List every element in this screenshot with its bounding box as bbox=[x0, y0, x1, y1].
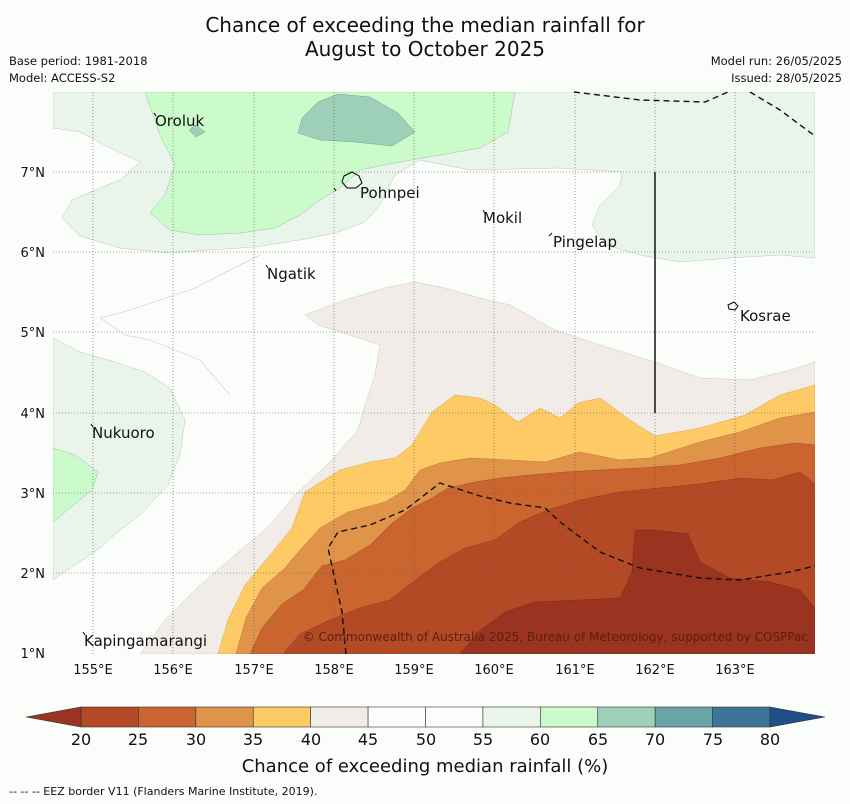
eez-footnote: -- -- -- EEZ border V11 (Flanders Marine… bbox=[9, 785, 318, 798]
colorbar-tick: 65 bbox=[588, 730, 608, 749]
title-line-1: Chance of exceeding the median rainfall … bbox=[205, 13, 645, 37]
lon-tick-label: 159°E bbox=[394, 663, 434, 678]
map-title: Chance of exceeding the median rainfall … bbox=[0, 13, 850, 61]
lon-tick-label: 161°E bbox=[555, 663, 595, 678]
eez-borders bbox=[327, 91, 816, 655]
contour-55-west bbox=[53, 337, 186, 581]
contour-60-west bbox=[53, 447, 99, 523]
colorbar-segment bbox=[310, 706, 369, 728]
colorbar-segment bbox=[482, 706, 541, 728]
colorbar-segment bbox=[712, 706, 771, 728]
islands bbox=[82, 112, 739, 636]
colorbar-tick: 60 bbox=[530, 730, 550, 749]
colorbar-tick: 50 bbox=[416, 730, 436, 749]
colorbar-segment bbox=[138, 706, 197, 728]
contour-line-50 bbox=[99, 254, 261, 396]
lon-tick-label: 163°E bbox=[715, 663, 755, 678]
colorbar-tick: 25 bbox=[128, 730, 148, 749]
contour-65-small bbox=[188, 124, 206, 138]
label-ngatik: Ngatik bbox=[267, 265, 316, 283]
label-kapingamarangi: Kapingamarangi bbox=[84, 632, 207, 650]
label-kosrae: Kosrae bbox=[740, 307, 791, 325]
model-run: Model run: 26/05/2025 bbox=[710, 54, 842, 68]
colorbar-label: Chance of exceeding median rainfall (%) bbox=[242, 756, 609, 777]
colorbar-tick: 40 bbox=[301, 730, 321, 749]
lat-tick-label: 2°N bbox=[21, 567, 46, 582]
graticule bbox=[53, 92, 815, 654]
colorbar-segment bbox=[80, 706, 139, 728]
lon-tick-label: 162°E bbox=[635, 663, 675, 678]
colorbar-tick: 70 bbox=[645, 730, 665, 749]
lat-tick-label: 4°N bbox=[21, 407, 46, 422]
copyright-credit: © Commonwealth of Australia 2025, Bureau… bbox=[303, 630, 808, 644]
colorbar-ticks: 20 25 30 35 40 45 50 55 60 65 70 75 80 bbox=[71, 730, 780, 749]
colorbar-segment bbox=[252, 706, 311, 728]
label-nukuoro: Nukuoro bbox=[92, 424, 155, 442]
map-area bbox=[53, 92, 815, 654]
meta-left: Base period: 1981-2018 Model: ACCESS-S2 bbox=[9, 53, 148, 87]
colorbar-segment bbox=[540, 706, 599, 728]
pohnpei-island bbox=[341, 171, 363, 189]
lon-tick-label: 155°E bbox=[73, 663, 113, 678]
lat-tick-label: 6°N bbox=[21, 246, 46, 261]
colorbar-segment bbox=[654, 706, 713, 728]
contour-65 bbox=[297, 93, 416, 147]
label-pohnpei: Pohnpei bbox=[360, 184, 420, 202]
issued-date: Issued: 28/05/2025 bbox=[731, 71, 842, 85]
lon-tick-labels: 155°E 156°E 157°E 158°E 159°E 160°E 161°… bbox=[73, 663, 755, 678]
label-mokil: Mokil bbox=[483, 209, 522, 227]
colorbar-segments bbox=[80, 706, 771, 728]
lon-tick-label: 160°E bbox=[474, 663, 514, 678]
colorbar-tick: 80 bbox=[760, 730, 780, 749]
colorbar-tick: 45 bbox=[358, 730, 378, 749]
base-period: Base period: 1981-2018 bbox=[9, 54, 148, 68]
lat-tick-label: 1°N bbox=[21, 647, 46, 662]
model-name: Model: ACCESS-S2 bbox=[9, 71, 116, 85]
colorbar-segment bbox=[195, 706, 254, 728]
title-line-2: August to October 2025 bbox=[304, 37, 546, 61]
place-labels: Oroluk Pohnpei Mokil Pingelap Ngatik Kos… bbox=[84, 112, 791, 650]
colorbar-tick: 55 bbox=[473, 730, 493, 749]
lon-tick-label: 156°E bbox=[153, 663, 193, 678]
colorbar-tick: 35 bbox=[243, 730, 263, 749]
lon-tick-label: 157°E bbox=[234, 663, 274, 678]
meta-right: Model run: 26/05/2025 Issued: 28/05/2025 bbox=[711, 53, 842, 87]
colorbar-over-arrow bbox=[769, 706, 826, 728]
lat-tick-label: 5°N bbox=[21, 326, 46, 341]
lon-tick-label: 158°E bbox=[314, 663, 354, 678]
colorbar-under-arrow bbox=[25, 706, 82, 728]
colorbar-segment bbox=[597, 706, 656, 728]
label-oroluk: Oroluk bbox=[155, 112, 204, 130]
colorbar-segment bbox=[367, 706, 426, 728]
lat-tick-label: 3°N bbox=[21, 487, 46, 502]
lat-tick-label: 7°N bbox=[21, 166, 46, 181]
colorbar-tick: 20 bbox=[71, 730, 91, 749]
kosrae-island bbox=[727, 301, 739, 311]
label-pingelap: Pingelap bbox=[553, 233, 617, 251]
contour-60 bbox=[144, 92, 516, 236]
lat-tick-labels: 1°N 2°N 3°N 4°N 5°N 6°N 7°N bbox=[21, 166, 46, 662]
colorbar-segment bbox=[425, 706, 484, 728]
colorbar-tick: 75 bbox=[703, 730, 723, 749]
colorbar: 20 25 30 35 40 45 50 55 60 65 70 75 80 C… bbox=[25, 706, 826, 777]
colorbar-tick: 30 bbox=[186, 730, 206, 749]
